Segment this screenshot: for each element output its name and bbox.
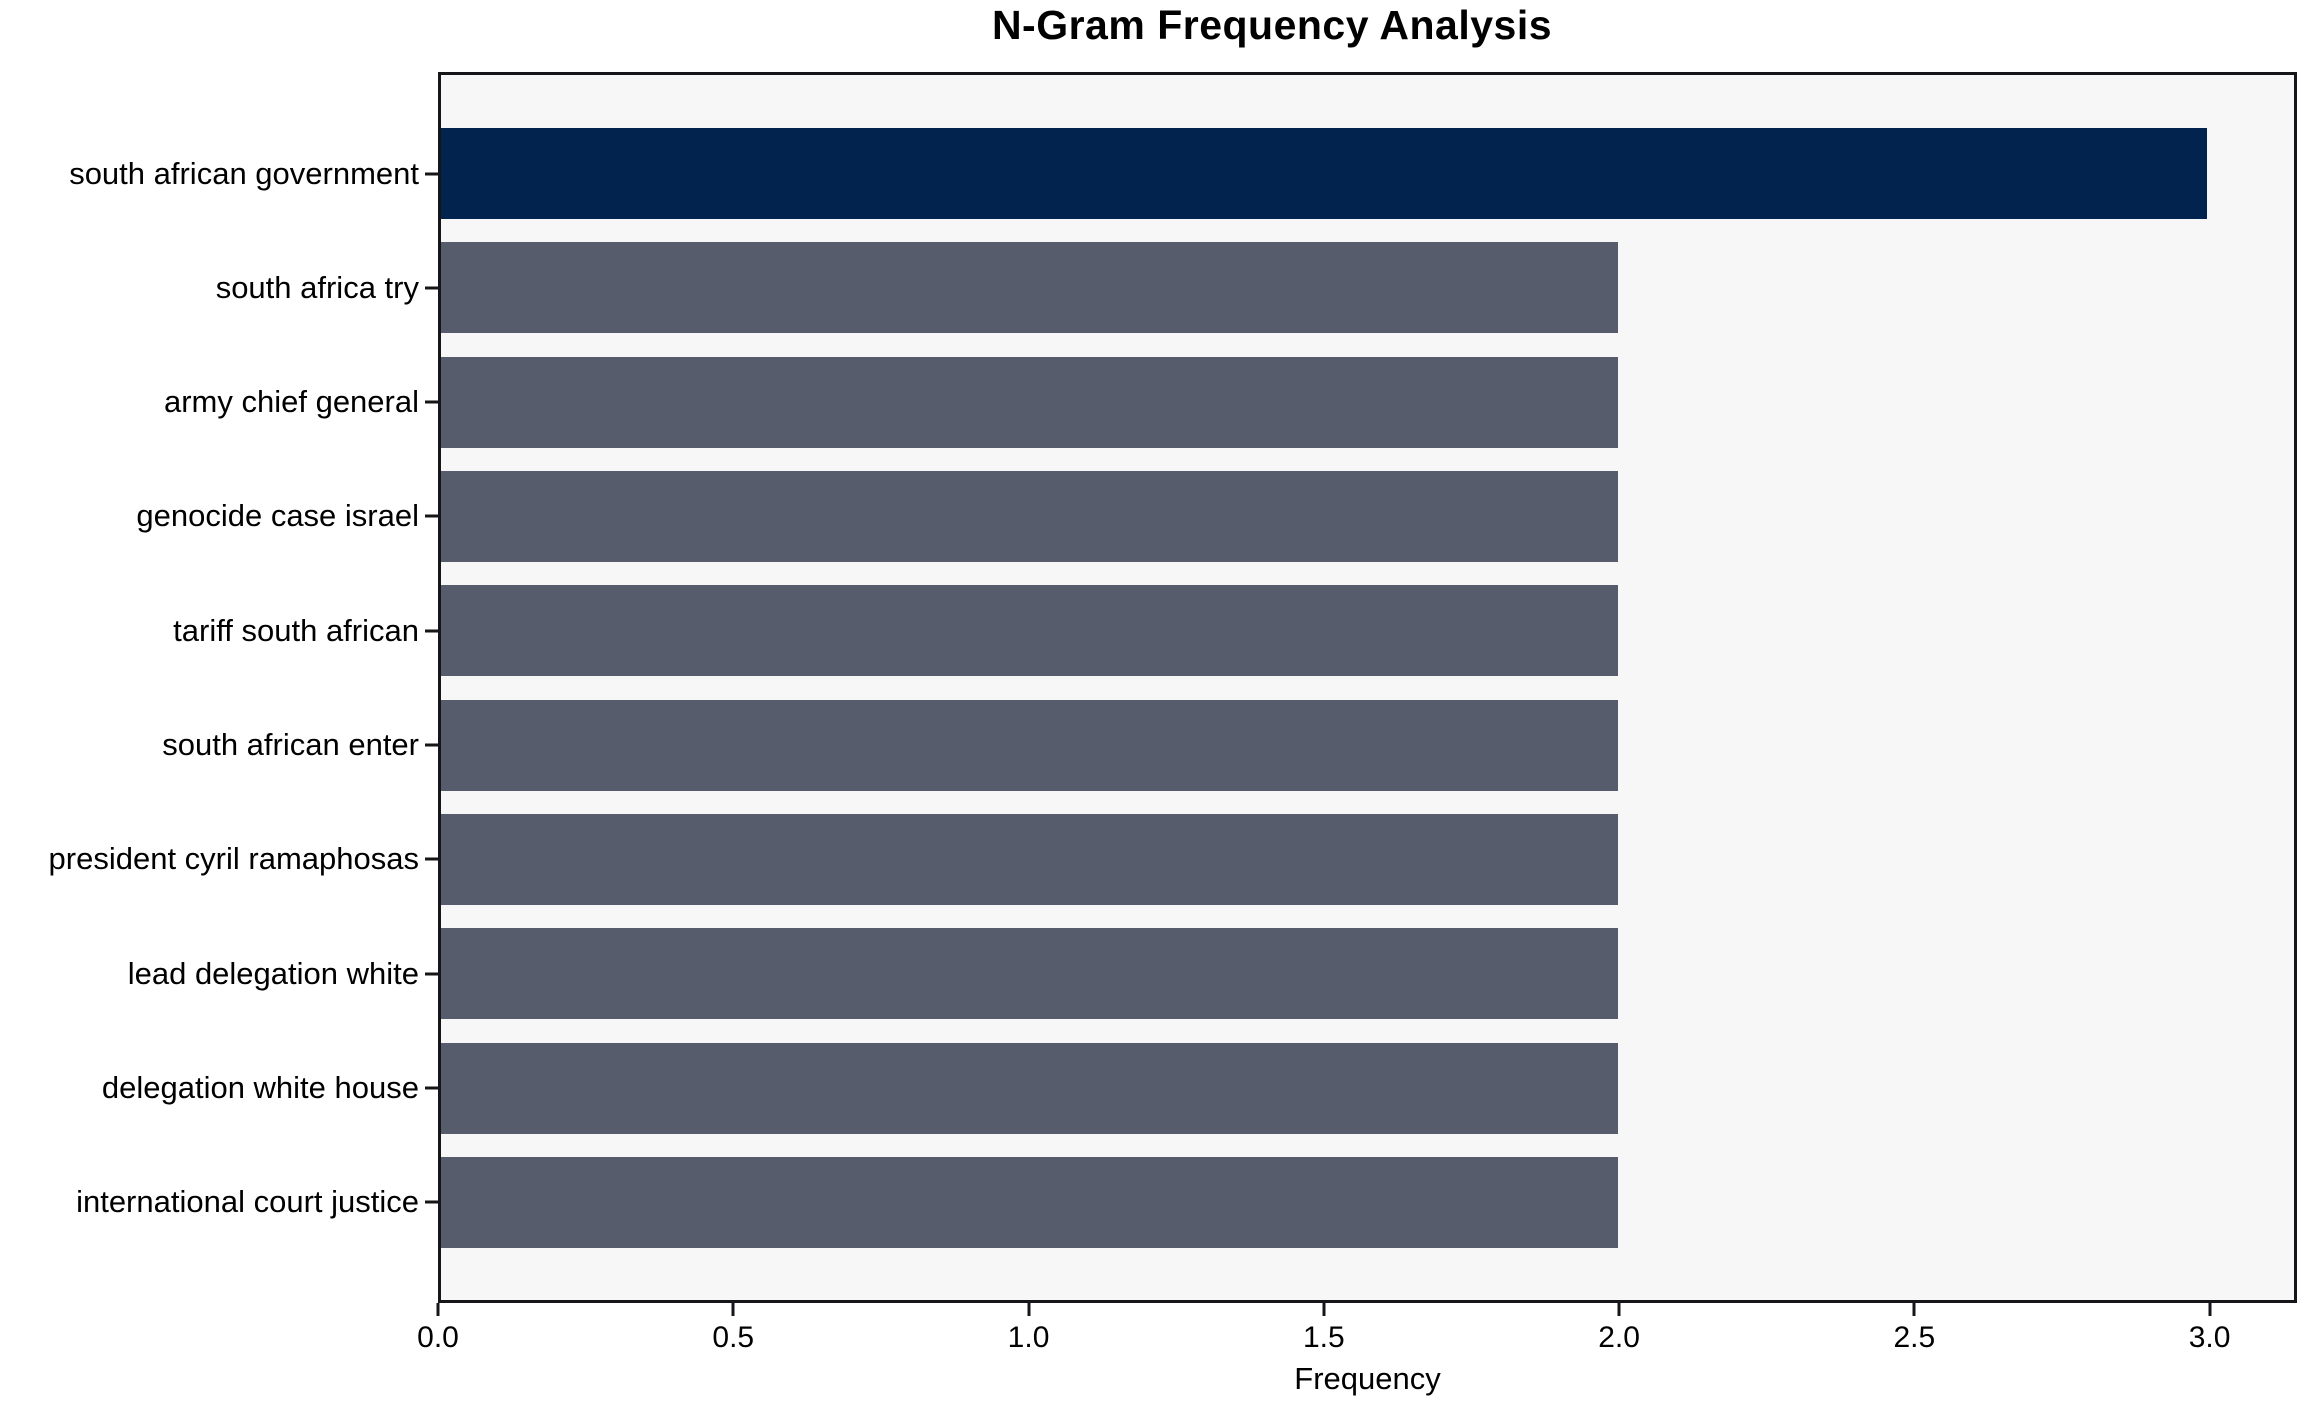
bar-row: lead delegation white [128, 928, 2294, 1020]
bar-row: tariff south african [173, 585, 2294, 677]
y-tick-mark [425, 629, 438, 633]
bar-row: delegation white house [102, 1042, 2294, 1134]
y-tick-label: south africa try [215, 269, 419, 305]
bar [441, 699, 1619, 791]
chart-title: N-Gram Frequency Analysis [991, 2, 1553, 48]
bar [441, 813, 1619, 905]
y-tick-mark [425, 172, 438, 175]
x-tick-label: 0.5 [712, 1321, 755, 1354]
bar-row: south african government [69, 128, 2294, 219]
y-tick-label: south african government [69, 155, 419, 191]
x-tick-label: 2.0 [1598, 1321, 1640, 1354]
y-tick-label: president cyril ramaphosas [48, 841, 419, 877]
y-tick-mark [425, 1086, 438, 1090]
y-tick-mark [425, 1200, 438, 1204]
y-tick-label: army chief general [163, 384, 419, 420]
y-tick-label: south african enter [162, 727, 419, 763]
bar-row: genocide case israel [136, 470, 2294, 562]
x-axis: Frequency 0.0 0.5 1.0 1.5 2.0 2.5 3.0 [417, 1303, 2297, 1414]
bars: south african government south africa try… [49, 75, 2294, 1300]
x-tick-label: 0.0 [417, 1321, 459, 1354]
x-tick-label: 3.0 [2188, 1321, 2231, 1354]
y-tick-mark [425, 857, 438, 861]
x-tick-label: 1.5 [1302, 1321, 1345, 1354]
bar [441, 470, 1619, 562]
bar [441, 128, 2207, 219]
y-tick-mark [425, 743, 438, 747]
bar-row: south african enter [162, 699, 2294, 791]
x-tick-mark [731, 1303, 735, 1316]
x-tick-mark [436, 1303, 440, 1316]
x-tick-mark [1912, 1303, 1916, 1316]
y-tick-mark [425, 972, 438, 976]
y-tick-mark [425, 400, 438, 404]
y-tick-label: tariff south african [173, 612, 419, 648]
plot-area: south african government south africa try… [49, 72, 2297, 1303]
y-tick-label: lead delegation white [127, 955, 419, 991]
y-tick-label: delegation white house [101, 1070, 419, 1106]
x-tick-mark [2208, 1303, 2212, 1316]
bar-row: army chief general [164, 356, 2294, 448]
bar [441, 1156, 1619, 1248]
y-tick-mark [425, 514, 438, 518]
bar [441, 242, 1619, 334]
bar [441, 1042, 1619, 1134]
x-tick-label: 2.5 [1893, 1321, 1936, 1354]
x-tick-mark [1617, 1303, 1621, 1316]
x-tick-label: 1.0 [1007, 1321, 1050, 1354]
bar-row: south africa try [216, 242, 2294, 334]
bar [441, 356, 1619, 448]
x-tick-mark [1322, 1303, 1326, 1316]
y-tick-label: international court justice [76, 1184, 419, 1220]
x-tick-mark [1027, 1303, 1031, 1316]
bar [441, 928, 1619, 1020]
bar-row: president cyril ramaphosas [49, 813, 2294, 905]
x-axis-label: Frequency [1294, 1361, 1441, 1396]
y-tick-label: genocide case israel [136, 498, 419, 534]
bar [441, 585, 1619, 677]
y-tick-mark [425, 286, 438, 290]
bar-row: international court justice [76, 1156, 2294, 1248]
